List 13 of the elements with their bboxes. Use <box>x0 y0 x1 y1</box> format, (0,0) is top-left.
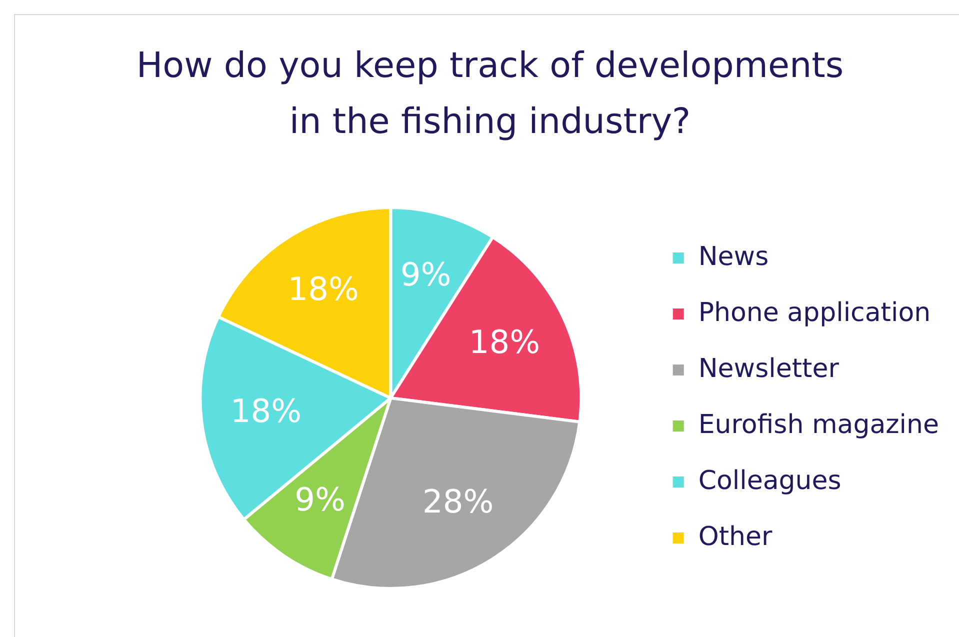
data-label: 9% <box>400 256 452 294</box>
legend-label: Newsletter <box>698 354 840 384</box>
data-label: 18% <box>230 392 302 430</box>
data-label: 9% <box>294 480 346 518</box>
data-label: 18% <box>468 322 540 361</box>
legend-label: News <box>698 242 769 272</box>
legend-label: Phone application <box>698 298 931 328</box>
data-label: 18% <box>288 270 359 308</box>
chart-title: How do you keep track of developments in the fishing industry? <box>135 45 845 144</box>
legend-label: Colleagues <box>698 466 842 496</box>
legend-label: Eurofish magazine <box>698 410 939 440</box>
legend-label: Other <box>698 522 772 552</box>
data-label: 28% <box>422 482 494 520</box>
